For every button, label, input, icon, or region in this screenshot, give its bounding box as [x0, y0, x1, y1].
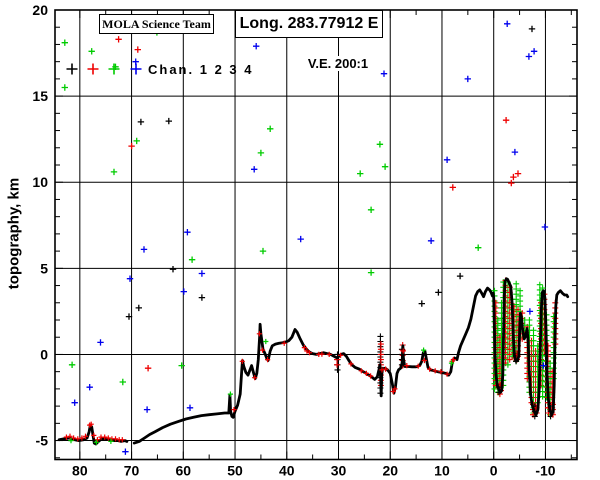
svg-text:15: 15 — [32, 88, 48, 104]
svg-text:0: 0 — [40, 346, 48, 362]
svg-text:0: 0 — [490, 463, 498, 479]
longitude-box: Long. 283.77912 E — [235, 10, 383, 38]
svg-text:10: 10 — [434, 463, 450, 479]
svg-text:60: 60 — [176, 463, 192, 479]
y-tick-labels: -5 0 5 10 15 20 — [32, 2, 48, 449]
legend-channels-label: Chan. 1 2 3 4 — [148, 62, 254, 77]
y-axis-title: topography, km — [5, 177, 23, 290]
svg-text:40: 40 — [279, 463, 295, 479]
svg-text:-10: -10 — [535, 463, 555, 479]
svg-text:70: 70 — [124, 463, 140, 479]
background-scatter — [61, 20, 549, 455]
svg-text:80: 80 — [72, 463, 88, 479]
svg-text:50: 50 — [227, 463, 243, 479]
profile-channel-markers — [63, 331, 456, 445]
svg-text:20: 20 — [32, 2, 48, 18]
topography-profile — [57, 277, 570, 446]
svg-text:20: 20 — [382, 463, 398, 479]
x-tick-labels: 80 70 60 50 40 30 20 10 0 -10 — [72, 463, 556, 479]
vertical-exaggeration-label: V.E. 200:1 — [301, 56, 375, 71]
mola-science-team-box: MOLA Science Team — [99, 14, 214, 34]
svg-text:10: 10 — [32, 174, 48, 190]
svg-text:5: 5 — [40, 260, 48, 276]
scatter-columns — [334, 277, 559, 420]
legend-markers — [66, 63, 142, 75]
svg-text:30: 30 — [331, 463, 347, 479]
svg-text:-5: -5 — [36, 433, 49, 449]
